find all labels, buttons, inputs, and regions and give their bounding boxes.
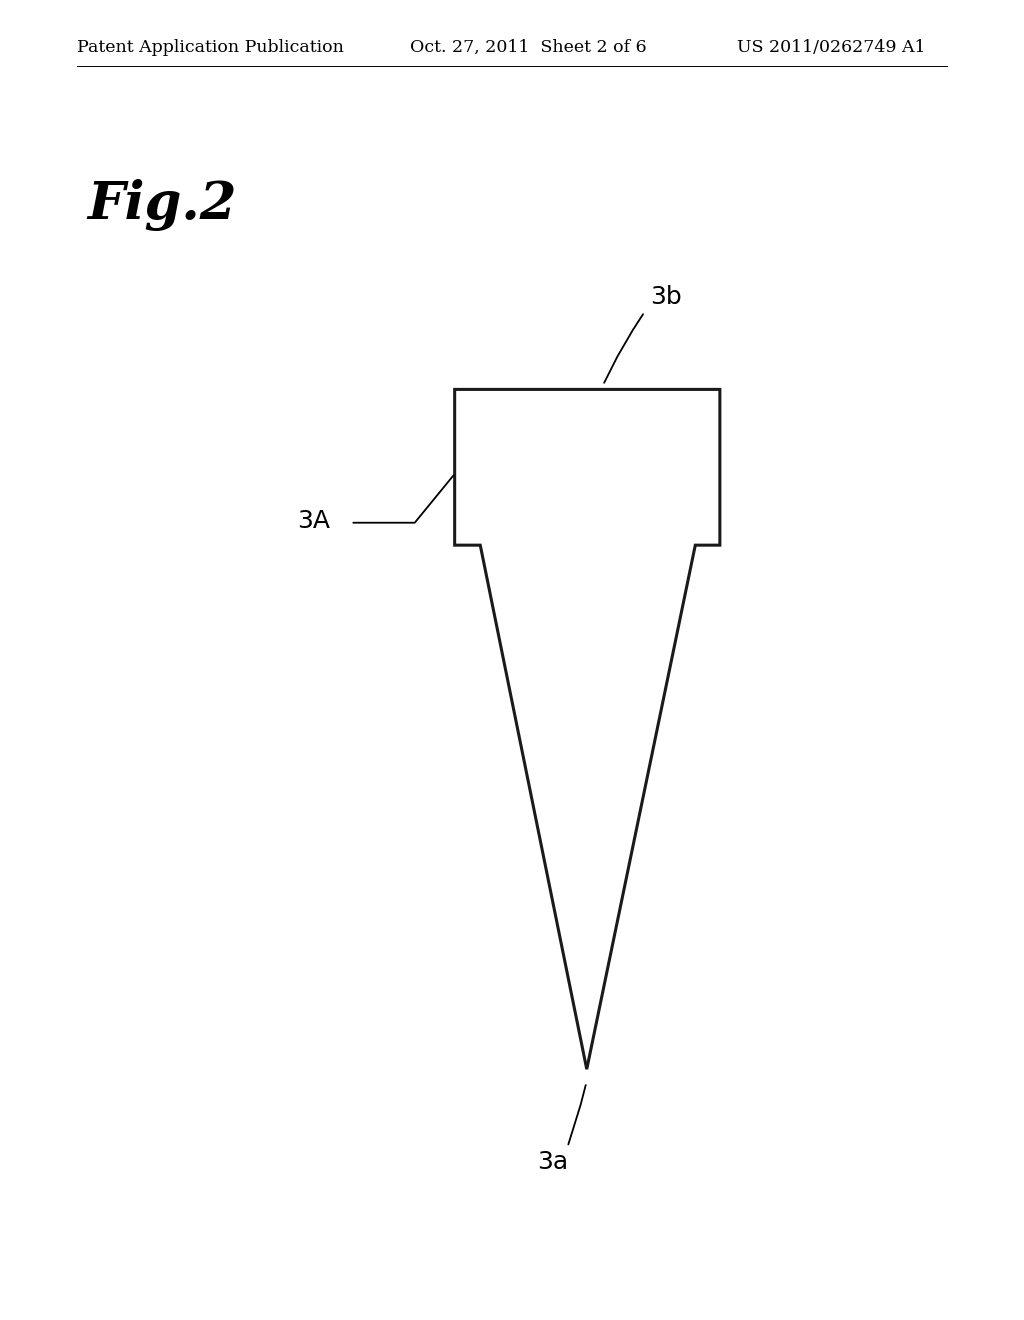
Text: Patent Application Publication: Patent Application Publication <box>77 40 344 55</box>
Text: US 2011/0262749 A1: US 2011/0262749 A1 <box>737 40 926 55</box>
Text: Oct. 27, 2011  Sheet 2 of 6: Oct. 27, 2011 Sheet 2 of 6 <box>410 40 646 55</box>
Text: Fig.2: Fig.2 <box>87 178 237 231</box>
Text: 3a: 3a <box>538 1150 568 1173</box>
Text: 3b: 3b <box>650 285 682 309</box>
Text: 3A: 3A <box>297 510 330 533</box>
